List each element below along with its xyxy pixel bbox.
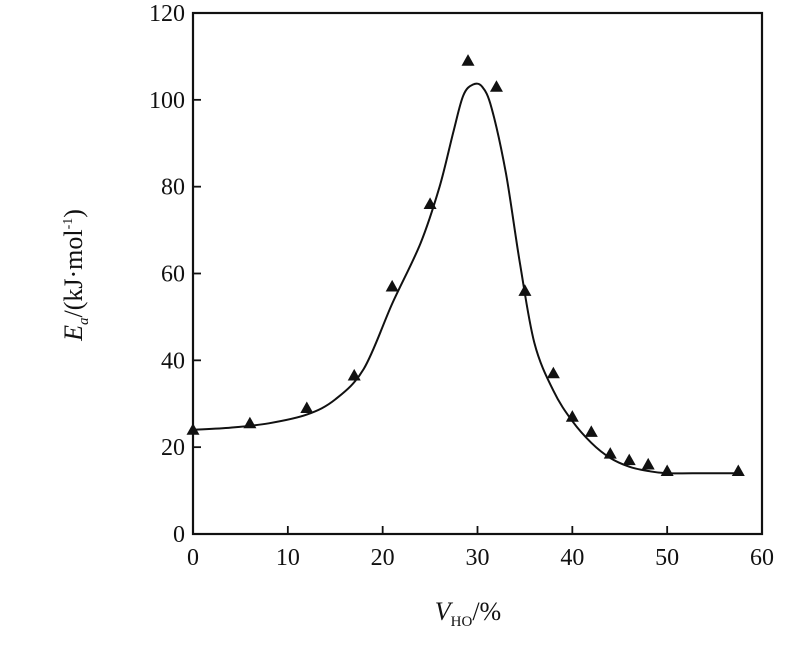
axes	[191, 11, 764, 536]
y-tick-label: 0	[173, 522, 185, 548]
data-point-triangle	[461, 54, 475, 66]
x-tick-label: 10	[276, 545, 300, 571]
data-point-triangle	[565, 410, 579, 422]
y-tick-label: 80	[161, 175, 185, 201]
data-point-triangle	[300, 401, 314, 414]
data-point-triangle	[186, 423, 200, 435]
x-axis-label-suffix: /%	[472, 597, 501, 626]
x-tick-label: 30	[466, 545, 490, 571]
data-point-triangle	[622, 453, 636, 466]
data-point-triangle	[731, 464, 745, 476]
data-point-triangle	[641, 457, 655, 470]
x-axis-label-sub: HO	[451, 614, 473, 630]
x-tick-label: 60	[750, 545, 774, 571]
y-axis-label-close: )	[59, 209, 88, 218]
data-point-triangle	[584, 425, 598, 437]
data-point-triangle	[489, 80, 503, 92]
data-point-triangle	[660, 464, 674, 476]
x-tick-label: 40	[560, 545, 584, 571]
plot-frame	[191, 11, 764, 536]
y-axis-label-suffix: /(kJ·mol	[59, 229, 88, 317]
y-tick-label: 20	[161, 435, 185, 461]
data-point-triangle	[347, 368, 361, 381]
ticks: 0 10 20 30 40 50 60 0 20 40 60 80 100 120	[149, 1, 774, 571]
data-point-triangle	[385, 279, 399, 292]
y-tick-label: 120	[149, 1, 185, 27]
data-point-triangle	[423, 197, 437, 209]
y-tick-label: 40	[161, 348, 185, 374]
y-axis-label-main: E	[59, 325, 88, 342]
x-tick-label: 20	[371, 545, 395, 571]
y-tick-label: 60	[161, 262, 185, 288]
y-axis-label: Ea/(kJ·mol-1)	[59, 209, 92, 342]
data-point-triangle	[546, 366, 560, 379]
data-point-triangle	[603, 447, 617, 459]
x-axis-label-main: V	[435, 597, 454, 626]
data-point-triangle	[243, 416, 257, 429]
data-point-triangle	[518, 284, 532, 296]
x-tick-label: 0	[187, 545, 199, 571]
y-axis-label-sub: a	[76, 318, 92, 326]
x-axis-label: VHO/%	[435, 597, 501, 630]
x-tick-label: 50	[655, 545, 679, 571]
data-markers	[186, 54, 745, 476]
fit-curve	[192, 82, 739, 475]
y-tick-label: 100	[149, 88, 185, 114]
fit-curve-layer	[192, 82, 739, 475]
y-axis-label-sup: -1	[61, 218, 76, 230]
